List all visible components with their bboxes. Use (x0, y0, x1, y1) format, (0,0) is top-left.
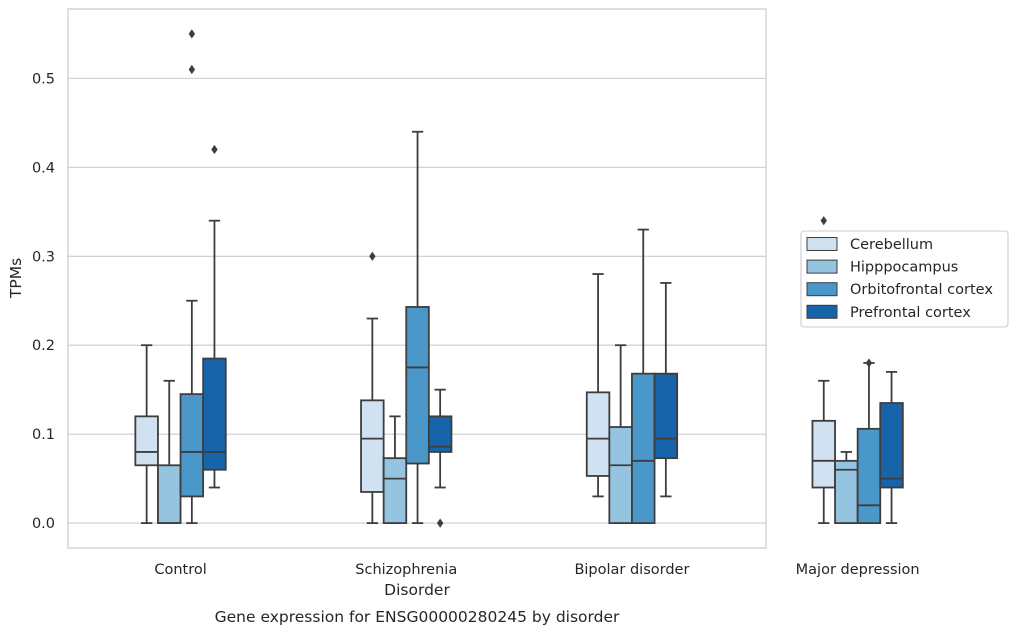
box-iqr (134, 415, 159, 467)
plot-boxes (134, 29, 904, 528)
box-iqr (631, 372, 656, 524)
legend-swatch-0 (806, 237, 838, 251)
y-axis-label: TPMs (7, 258, 25, 299)
outlier-point-0 (211, 144, 218, 155)
x-tick-label-2: Bipolar disorder (574, 562, 689, 578)
box-0-0 (134, 344, 159, 524)
legend-label-1: Hipppocampus (850, 260, 958, 276)
x-axis-label: Disorder (384, 581, 450, 599)
y-tick-label-1: 0.1 (32, 427, 55, 443)
box-iqr (360, 399, 385, 493)
box-iqr (653, 372, 679, 460)
box-2-3 (653, 282, 679, 498)
legend-label-2: Orbitofrontal cortex (850, 282, 993, 298)
x-tick-label-1: Schizophrenia (355, 562, 457, 578)
y-tick-label-2: 0.2 (32, 338, 55, 354)
legend-label-0: Cerebellum (850, 237, 933, 253)
box-iqr (405, 306, 430, 465)
box-iqr (879, 402, 904, 489)
legend: Cerebellum Hipppocampus Orbitofrontal cort… (800, 230, 1009, 328)
y-axis-ticks: 0.0 0.1 0.2 0.3 0.4 0.5 (32, 71, 55, 532)
outlier-point-1 (820, 216, 827, 226)
box-1-1 (382, 415, 408, 524)
box-iqr (157, 464, 182, 524)
box-0-3 (202, 144, 227, 489)
box-iqr (585, 391, 611, 477)
box-3-2 (856, 313, 882, 524)
y-tick-label-0: 0.0 (32, 516, 55, 532)
box-0-2 (179, 29, 205, 524)
figure-caption: Gene expression for ENSG00000280245 by d… (215, 608, 620, 626)
box-2-1 (608, 344, 633, 524)
outlier-point-0 (865, 358, 873, 368)
box-3-1 (834, 451, 859, 524)
box-3-3 (879, 370, 904, 524)
y-tick-label-5: 0.5 (32, 71, 55, 87)
box-iqr (202, 357, 227, 471)
box-2-2 (631, 228, 656, 524)
box-iqr (811, 419, 836, 489)
box-1-2 (405, 130, 430, 524)
box-iqr (427, 415, 453, 453)
box-0-1 (157, 379, 182, 524)
legend-swatch-1 (806, 259, 838, 274)
y-tick-label-3: 0.3 (32, 249, 55, 265)
outlier-point-0 (188, 64, 196, 75)
legend-frame (800, 230, 1009, 328)
legend-label-3: Prefrontal cortex (850, 305, 971, 321)
legend-swatch-3 (806, 304, 838, 319)
outlier-point-0 (369, 251, 376, 261)
box-iqr (382, 457, 408, 524)
box-1-3 (427, 388, 453, 528)
outlier-point-0 (436, 518, 444, 528)
x-tick-label-0: Control (154, 562, 206, 578)
legend-swatch-2 (806, 282, 838, 297)
plot-area-frame (67, 8, 767, 549)
box-iqr (856, 427, 882, 524)
y-tick-label-4: 0.4 (32, 160, 55, 176)
box-iqr (179, 393, 205, 498)
x-tick-label-3: Major depression (796, 562, 920, 578)
x-axis-ticks: Control Schizophrenia Bipolar disorder Majo… (154, 562, 919, 578)
box-iqr (608, 426, 633, 524)
outlier-point-1 (188, 29, 196, 39)
box-1-0 (360, 251, 385, 524)
box-2-0 (585, 273, 611, 498)
